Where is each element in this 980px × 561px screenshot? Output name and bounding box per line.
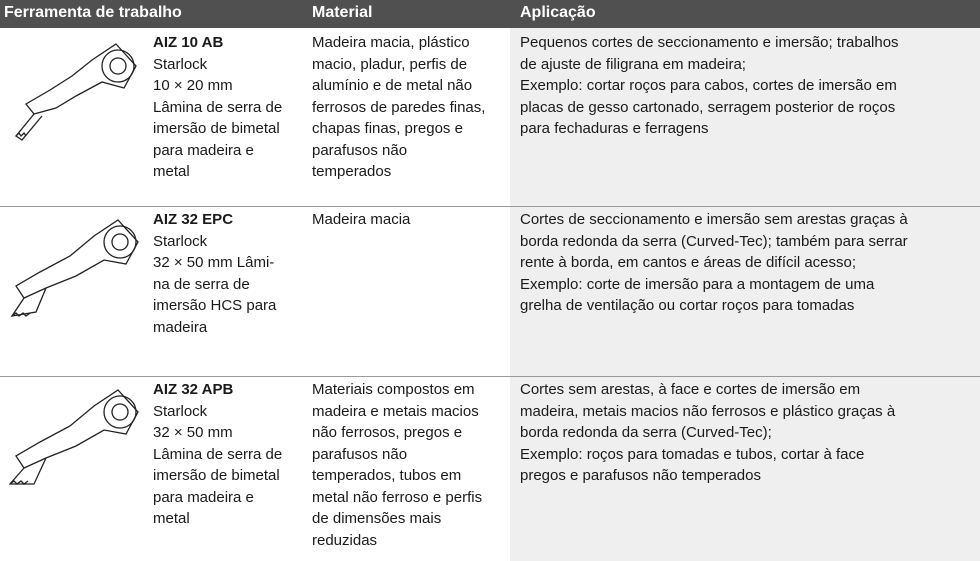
blade-icon [10,219,139,317]
application-text: de ajuste de filigrana em madeira; [520,55,746,73]
application-text: Exemplo: corte de imersão para a montage… [520,275,875,293]
application-text: borda redonda da serra (Curved-Tec); tam… [520,232,908,250]
tool-description: Lâmina de serra de [153,98,283,116]
tool-description: metal [153,163,190,180]
tool-name: AIZ 10 AB [153,34,224,51]
material-text: Madeira macia [312,211,411,228]
application-text: rente à borda, em cantos e áreas de difí… [520,254,857,271]
material-text: metal não ferroso e perfis [312,488,483,506]
material-text: parafusos não [312,141,408,159]
header-cell: Material [312,4,373,21]
row-separator [0,376,980,377]
tool-description: imersão de bimetal [153,467,280,484]
tool-description: imersão HCS para [153,297,277,314]
material-text: madeira e metais macios [312,402,479,420]
material-text: alumínio e de metal não [312,77,473,94]
material-text: Materiais compostos em [312,381,475,398]
tool-description: metal [153,510,190,527]
row-separator [0,206,980,207]
application-text: borda redonda da serra (Curved-Tec); [520,424,772,441]
tool-description: 10 × 20 mm [153,77,233,94]
application-text: pregos e parafusos não temperados [520,467,761,484]
tool-description: na de serra de [153,275,250,293]
material-text: parafusos não [312,445,408,463]
header-cell: Ferramenta de trabalho [4,4,182,21]
material-text: chapas finas, pregos e [312,120,463,137]
material-text: Madeira macia, plástico [312,34,470,51]
application-text: Pequenos cortes de seccionamento e imers… [520,34,899,51]
header-bar [0,0,980,28]
material-text: de dimensões mais [312,510,442,527]
tool-name: AIZ 32 EPC [153,211,234,228]
application-text: placas de gesso cartonado, serragem post… [520,98,896,116]
material-text: reduzidas [312,531,378,549]
tool-description: madeira [153,318,208,336]
application-text: madeira, metais macios não ferrosos e pl… [520,402,896,420]
material-text: temperados, tubos em [312,467,462,484]
material-text: ferrosos de paredes finas, [312,98,486,116]
application-text: Exemplo: cortar roços para cabos, cortes… [520,77,897,94]
tool-description: Starlock [153,232,208,250]
tool-description: Lâmina de serra de [153,445,283,463]
tool-description: 32 × 50 mm [153,424,233,441]
tool-description: para madeira e [153,488,254,506]
column-background [510,28,980,561]
application-text: Cortes de seccionamento e imersão sem ar… [520,211,908,228]
blade-icon [15,43,137,141]
application-text: Exemplo: roços para tomadas e tubos, cor… [520,445,865,463]
application-text: grelha de ventilação ou cortar roços par… [520,297,855,314]
material-text: temperados [312,163,392,180]
tool-description: Starlock [153,55,208,73]
application-text: para fechaduras e ferragens [520,120,709,137]
tool-name: AIZ 32 APB [153,381,234,398]
header-cell: Aplicação [520,4,596,21]
tool-description: Starlock [153,402,208,420]
blade-icon [8,389,139,485]
tool-description: 32 × 50 mm Lâmi- [153,254,275,271]
material-text: não ferrosos, pregos e [312,424,463,441]
material-text: macio, pladur, perfis de [312,55,468,73]
tool-description: para madeira e [153,141,254,159]
tool-description: imersão de bimetal [153,120,280,137]
application-text: Cortes sem arestas, à face e cortes de i… [520,381,861,398]
